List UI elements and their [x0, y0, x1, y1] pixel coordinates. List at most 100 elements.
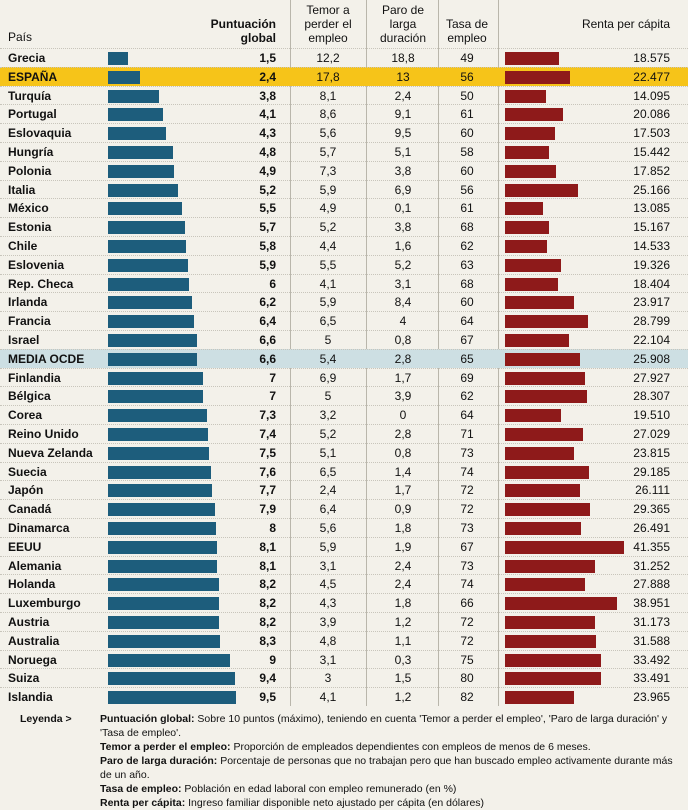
legend-text: Porcentaje de personas que no trabajan p… — [100, 755, 673, 781]
table-row: Dinamarca 8 5,6 1,8 73 26.491 — [0, 517, 688, 537]
score-value: 3,8 — [259, 88, 276, 103]
score-bar — [108, 672, 235, 686]
table-row: MEDIA OCDE 6,6 5,4 2,8 65 25.908 — [0, 348, 688, 368]
country-label: Canadá — [8, 502, 52, 517]
table-row: ESPAÑA 2,4 17,8 13 56 22.477 — [0, 66, 688, 86]
renta-bar — [505, 634, 596, 648]
tasa-value: 68 — [460, 220, 474, 235]
temor-value: 5 — [324, 332, 332, 347]
country-label: Reino Unido — [8, 426, 79, 441]
tasa-value: 63 — [460, 257, 474, 272]
legend-title: Leyenda > — [20, 713, 72, 725]
score-value: 7,5 — [259, 445, 276, 460]
tasa-value: 72 — [460, 502, 474, 517]
paro-value: 1,2 — [394, 614, 412, 629]
renta-bar — [505, 559, 596, 573]
table-row: Turquía 3,8 8,1 2,4 50 14.095 — [0, 85, 688, 105]
header-temor: Temor a perder el empleo — [304, 3, 352, 45]
legend-text: Sobre 10 puntos (máximo), teniendo en cu… — [100, 713, 668, 739]
renta-bar — [505, 333, 569, 347]
table-row: Holanda 8,2 4,5 2,4 74 27.888 — [0, 574, 688, 593]
paro-value: 3,9 — [394, 389, 412, 404]
score-value: 6,6 — [259, 332, 276, 347]
temor-value: 4,9 — [319, 201, 337, 216]
table-row: Islandia 9,5 4,1 1,2 82 23.965 — [0, 687, 688, 706]
table-row: Suiza 9,4 3 1,5 80 33.491 — [0, 668, 688, 687]
tasa-value: 60 — [460, 163, 474, 178]
score-value: 8,1 — [259, 558, 276, 573]
temor-value: 5,6 — [319, 126, 337, 141]
country-label: Luxemburgo — [8, 596, 81, 611]
score-value: 4,3 — [259, 126, 276, 141]
renta-value: 26.491 — [633, 520, 670, 535]
score-value: 4,8 — [259, 144, 276, 159]
renta-bar — [505, 446, 574, 460]
country-label: Portugal — [8, 107, 57, 122]
paro-value: 1,1 — [394, 633, 412, 648]
tasa-value: 61 — [460, 107, 474, 122]
temor-value: 8,1 — [319, 88, 337, 103]
score-bar — [108, 484, 212, 498]
temor-value: 3,9 — [319, 614, 337, 629]
renta-bar — [505, 540, 625, 554]
score-value: 6,4 — [259, 314, 276, 329]
temor-value: 6,4 — [319, 502, 337, 517]
score-value: 5,8 — [259, 238, 276, 253]
temor-value: 12,2 — [316, 51, 340, 65]
renta-value: 25.166 — [633, 182, 670, 197]
score-value: 2,4 — [259, 69, 276, 84]
tasa-value: 62 — [460, 238, 474, 253]
score-value: 1,5 — [259, 51, 276, 65]
tasa-value: 74 — [460, 577, 474, 592]
renta-value: 22.104 — [633, 332, 670, 347]
legend-item: Paro de larga duración: Porcentaje de pe… — [100, 754, 685, 782]
table-row: México 5,5 4,9 0,1 61 13.085 — [0, 198, 688, 217]
renta-bar — [505, 672, 602, 686]
tasa-value: 58 — [460, 144, 474, 159]
temor-value: 5,9 — [319, 539, 337, 554]
tasa-value: 82 — [460, 690, 474, 705]
score-bar — [108, 597, 219, 611]
table-row: Chile 5,8 4,4 1,6 62 14.533 — [0, 235, 688, 255]
country-label: Estonia — [8, 220, 52, 235]
score-bar — [108, 446, 210, 460]
paro-value: 0,9 — [394, 502, 412, 517]
score-value: 7 — [269, 370, 276, 385]
score-bar — [108, 127, 167, 141]
renta-value: 31.173 — [633, 614, 670, 629]
renta-bar — [505, 296, 574, 310]
score-value: 4,9 — [259, 163, 276, 178]
header-paro: Paro de larga duración — [379, 3, 427, 45]
paro-value: 2,4 — [394, 558, 412, 573]
renta-value: 19.326 — [633, 257, 670, 272]
paro-value: 13 — [396, 69, 410, 84]
paro-value: 0,8 — [394, 445, 412, 460]
tasa-value: 71 — [460, 426, 474, 441]
temor-value: 6,5 — [319, 314, 337, 329]
score-bar — [108, 521, 216, 535]
table-row: Noruega 9 3,1 0,3 75 33.492 — [0, 649, 688, 669]
paro-value: 1,8 — [394, 596, 412, 611]
paro-value: 1,4 — [394, 464, 412, 479]
temor-value: 8,6 — [319, 107, 337, 122]
score-bar — [108, 164, 175, 178]
tasa-value: 56 — [460, 182, 474, 197]
paro-value: 1,2 — [394, 690, 412, 705]
table-row: Canadá 7,9 6,4 0,9 72 29.365 — [0, 499, 688, 518]
country-label: Irlanda — [8, 295, 48, 310]
paro-value: 1,9 — [394, 539, 412, 554]
header-tasa: Tasa de empleo — [445, 17, 489, 45]
score-bar — [108, 183, 179, 197]
country-label: Austria — [8, 614, 50, 629]
legend-term: Paro de larga duración: — [100, 755, 218, 767]
score-bar — [108, 559, 218, 573]
table-row: Corea 7,3 3,2 0 64 19.510 — [0, 405, 688, 424]
country-label: Corea — [8, 408, 43, 423]
renta-bar — [505, 277, 559, 291]
score-value: 5,2 — [259, 182, 276, 197]
renta-bar — [505, 239, 547, 253]
paro-value: 5,1 — [394, 144, 412, 159]
renta-value: 20.086 — [633, 107, 670, 122]
renta-bar — [505, 258, 561, 272]
renta-bar — [505, 108, 563, 122]
